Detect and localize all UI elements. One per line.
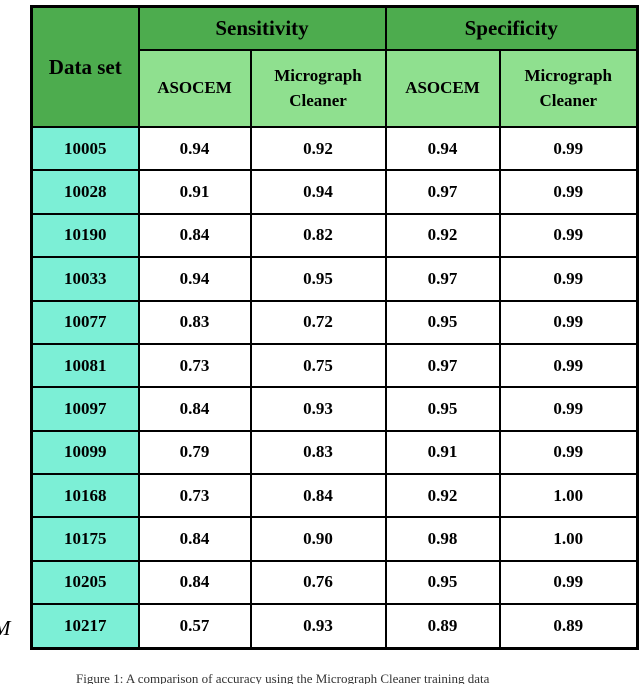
table-row: 10077 0.83 0.72 0.95 0.99 xyxy=(30,299,639,345)
value-cell: 0.76 xyxy=(249,559,387,606)
table-row: 10097 0.84 0.93 0.95 0.99 xyxy=(30,386,639,432)
table-row: 10175 0.84 0.90 0.98 1.00 xyxy=(30,516,639,562)
table-row: 10168 0.73 0.84 0.92 1.00 xyxy=(30,472,639,519)
header-specificity: Specificity xyxy=(384,5,639,51)
value-cell: 0.89 xyxy=(384,603,501,650)
value-cell: 0.90 xyxy=(249,516,387,562)
table-row: 10081 0.73 0.75 0.97 0.99 xyxy=(30,342,639,389)
value-cell: 0.82 xyxy=(249,212,387,259)
value-cell: 0.84 xyxy=(137,212,252,259)
value-cell: 0.97 xyxy=(384,342,501,389)
value-cell: 0.99 xyxy=(498,429,639,476)
value-cell: 0.72 xyxy=(249,299,387,345)
table-row: 10005 0.94 0.92 0.94 0.99 xyxy=(30,125,639,172)
value-cell: 0.83 xyxy=(137,299,252,345)
value-cell: 0.95 xyxy=(384,559,501,606)
results-table: Data set Sensitivity Specificity ASOCEM … xyxy=(30,5,639,650)
subheader-sensitivity-asocem: ASOCEM xyxy=(137,49,252,128)
value-cell: 0.94 xyxy=(249,169,387,215)
dataset-id-cell: 10190 xyxy=(30,212,140,259)
value-cell: 0.84 xyxy=(249,472,387,519)
value-cell: 0.97 xyxy=(384,256,501,302)
table-row: 10205 0.84 0.76 0.95 0.99 xyxy=(30,559,639,606)
value-cell: 0.94 xyxy=(384,125,501,172)
value-cell: 0.79 xyxy=(137,429,252,476)
value-cell: 0.99 xyxy=(498,125,639,172)
dataset-id-cell: 10033 xyxy=(30,256,140,302)
table-body: 10005 0.94 0.92 0.94 0.99 10028 0.91 0.94 0.97 0.… xyxy=(30,125,639,650)
value-cell: 0.92 xyxy=(249,125,387,172)
value-cell: 0.57 xyxy=(137,603,252,650)
dataset-id-cell: 10077 xyxy=(30,299,140,345)
value-cell: 1.00 xyxy=(498,472,639,519)
value-cell: 0.94 xyxy=(137,256,252,302)
figure-caption-partial: Figure 1: A comparison of accuracy using… xyxy=(76,671,490,684)
value-cell: 0.91 xyxy=(137,169,252,215)
value-cell: 0.84 xyxy=(137,559,252,606)
subheader-sensitivity-micrograph-cleaner: Micrograph Cleaner xyxy=(249,49,387,128)
table-row: 10217 0.57 0.93 0.89 0.89 xyxy=(30,603,639,650)
value-cell: 0.97 xyxy=(384,169,501,215)
margin-stray-letter: M xyxy=(0,616,11,641)
value-cell: 0.95 xyxy=(384,299,501,345)
dataset-id-cell: 10205 xyxy=(30,559,140,606)
value-cell: 0.73 xyxy=(137,472,252,519)
subheader-specificity-asocem: ASOCEM xyxy=(384,49,501,128)
value-cell: 0.92 xyxy=(384,212,501,259)
table-row: 10033 0.94 0.95 0.97 0.99 xyxy=(30,256,639,302)
table-row: 10028 0.91 0.94 0.97 0.99 xyxy=(30,169,639,215)
value-cell: 0.95 xyxy=(249,256,387,302)
value-cell: 0.99 xyxy=(498,169,639,215)
value-cell: 0.89 xyxy=(498,603,639,650)
value-cell: 1.00 xyxy=(498,516,639,562)
dataset-id-cell: 10081 xyxy=(30,342,140,389)
value-cell: 0.84 xyxy=(137,386,252,432)
value-cell: 0.92 xyxy=(384,472,501,519)
value-cell: 0.99 xyxy=(498,256,639,302)
value-cell: 0.91 xyxy=(384,429,501,476)
subheader-row: ASOCEM Micrograph Cleaner ASOCEM Microgr… xyxy=(32,49,639,128)
dataset-id-cell: 10097 xyxy=(30,386,140,432)
subheader-specificity-micrograph-cleaner: Micrograph Cleaner xyxy=(498,49,639,128)
value-cell: 0.93 xyxy=(249,603,387,650)
dataset-id-cell: 10028 xyxy=(30,169,140,215)
value-cell: 0.99 xyxy=(498,342,639,389)
value-cell: 0.99 xyxy=(498,386,639,432)
value-cell: 0.93 xyxy=(249,386,387,432)
value-cell: 0.99 xyxy=(498,559,639,606)
dataset-id-cell: 10005 xyxy=(30,125,140,172)
value-cell: 0.99 xyxy=(498,212,639,259)
value-cell: 0.94 xyxy=(137,125,252,172)
value-cell: 0.75 xyxy=(249,342,387,389)
dataset-id-cell: 10217 xyxy=(30,603,140,650)
dataset-id-cell: 10168 xyxy=(30,472,140,519)
value-cell: 0.95 xyxy=(384,386,501,432)
dataset-id-cell: 10175 xyxy=(30,516,140,562)
group-header-row: Data set Sensitivity Specificity xyxy=(30,5,639,128)
value-cell: 0.73 xyxy=(137,342,252,389)
header-data-set: Data set xyxy=(30,5,140,128)
value-cell: 0.98 xyxy=(384,516,501,562)
value-cell: 0.99 xyxy=(498,299,639,345)
value-cell: 0.83 xyxy=(249,429,387,476)
table-header: Data set Sensitivity Specificity ASOCEM … xyxy=(30,5,639,128)
header-sensitivity: Sensitivity xyxy=(137,5,387,51)
value-cell: 0.84 xyxy=(137,516,252,562)
table-row: 10190 0.84 0.82 0.92 0.99 xyxy=(30,212,639,259)
dataset-id-cell: 10099 xyxy=(30,429,140,476)
table-row: 10099 0.79 0.83 0.91 0.99 xyxy=(30,429,639,476)
